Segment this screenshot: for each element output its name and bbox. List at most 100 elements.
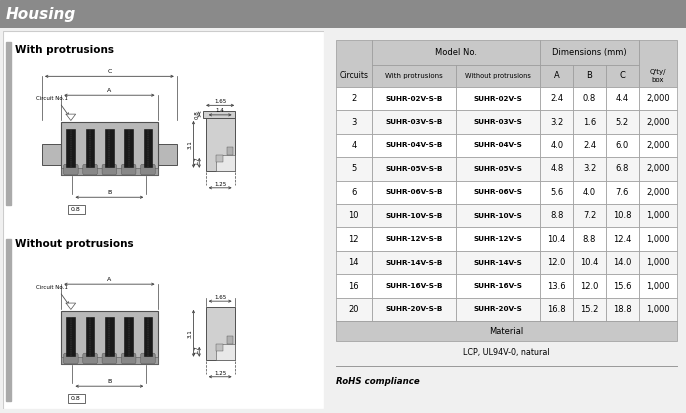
Bar [336,157,372,180]
Bar [372,134,456,157]
Bar [606,134,639,157]
Text: 12.0: 12.0 [580,282,599,291]
Text: 4.4: 4.4 [615,94,629,103]
FancyBboxPatch shape [102,353,117,364]
Bar [541,298,573,321]
Bar [573,134,606,157]
Bar [541,251,573,274]
Text: 14: 14 [348,258,359,267]
Bar [372,204,456,228]
Bar [61,357,158,363]
Text: 1.25: 1.25 [214,370,226,375]
Text: 13.6: 13.6 [547,282,566,291]
Bar [456,274,541,298]
Text: Circuits: Circuits [340,71,368,81]
Text: SUHR-14V-S-B: SUHR-14V-S-B [385,260,442,266]
Bar [216,344,224,351]
Bar [124,128,133,166]
Text: SUHR-04V-S: SUHR-04V-S [474,142,523,149]
Text: 1,000: 1,000 [646,258,670,267]
Bar [61,122,158,175]
Text: 10: 10 [348,211,359,220]
Text: B: B [107,190,112,195]
Text: 15.2: 15.2 [580,305,599,314]
Bar [639,40,677,87]
Bar [573,274,606,298]
Text: 3: 3 [351,118,357,126]
Bar [6,42,11,205]
Text: SUHR-04V-S-B: SUHR-04V-S-B [385,142,442,149]
Bar [372,180,456,204]
Bar [42,144,61,165]
Bar [606,157,639,180]
Bar [456,228,541,251]
Text: SUHR-06V-S-B: SUHR-06V-S-B [385,189,442,195]
Bar [206,118,235,171]
Text: 3.1: 3.1 [187,329,192,338]
Bar [541,87,573,110]
Bar [573,65,606,87]
Text: 5.6: 5.6 [550,188,563,197]
Text: 3.2: 3.2 [550,118,563,126]
Bar [541,204,573,228]
FancyBboxPatch shape [141,164,155,175]
Bar [372,251,456,274]
Text: SUHR-16V-S-B: SUHR-16V-S-B [385,283,442,289]
Bar [606,110,639,134]
Text: 1,000: 1,000 [646,235,670,244]
Bar [639,180,677,204]
Text: SUHR-12V-S-B: SUHR-12V-S-B [385,236,442,242]
Bar [456,157,541,180]
Bar [456,134,541,157]
Text: SUHR-05V-S: SUHR-05V-S [474,166,523,172]
Text: 4.8: 4.8 [550,164,563,173]
Text: 0.8: 0.8 [583,94,596,103]
Bar [372,110,456,134]
Bar [573,228,606,251]
Text: 1,000: 1,000 [646,305,670,314]
Bar [573,157,606,180]
Bar [573,87,606,110]
Text: 10.4: 10.4 [580,258,599,267]
Bar [206,307,235,360]
Text: Without protrusions: Without protrusions [465,73,531,79]
Bar [105,128,114,166]
Bar [86,318,95,356]
Bar [67,318,75,356]
Bar [456,180,541,204]
Text: SUHR-12V-S: SUHR-12V-S [474,236,523,242]
Text: 1,000: 1,000 [646,282,670,291]
Text: SUHR-06V-S: SUHR-06V-S [474,189,523,195]
Bar [541,134,573,157]
Bar [143,318,152,356]
Text: 2,000: 2,000 [646,188,670,197]
Text: 3.1: 3.1 [187,140,192,149]
Text: A: A [107,277,112,282]
Bar [456,204,541,228]
Bar [606,87,639,110]
Bar [456,110,541,134]
Bar [105,318,114,356]
Text: 8.8: 8.8 [550,211,563,220]
Bar [336,87,372,110]
Text: Model No.: Model No. [435,48,477,57]
Text: SUHR-03V-S-B: SUHR-03V-S-B [385,119,442,125]
Text: 20: 20 [348,305,359,314]
Text: 2,000: 2,000 [646,141,670,150]
Bar [606,180,639,204]
Text: Material: Material [490,327,523,335]
Bar [216,344,235,360]
Text: 10.8: 10.8 [613,211,631,220]
Bar [606,228,639,251]
Text: 16.8: 16.8 [547,305,566,314]
Bar [124,318,133,356]
Bar [372,298,456,321]
Bar [61,168,158,175]
Text: SUHR-02V-S: SUHR-02V-S [474,96,523,102]
Text: 5: 5 [351,164,357,173]
Text: Q'ty/
box: Q'ty/ box [650,69,666,83]
Text: 16: 16 [348,282,359,291]
FancyBboxPatch shape [121,353,136,364]
Text: 4: 4 [351,141,357,150]
Text: 2,000: 2,000 [646,94,670,103]
